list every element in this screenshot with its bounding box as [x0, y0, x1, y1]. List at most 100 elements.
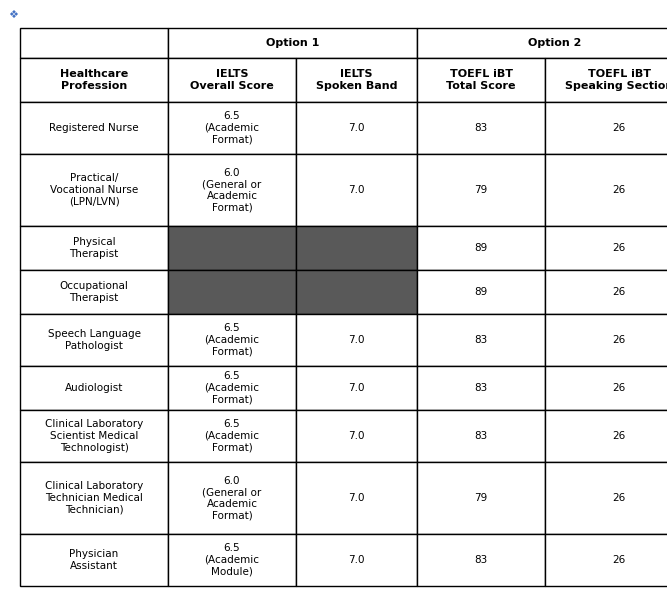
Text: 26: 26 — [612, 287, 626, 297]
Text: Option 2: Option 2 — [528, 38, 582, 48]
Text: 6.5
(Academic
Format): 6.5 (Academic Format) — [205, 112, 259, 144]
Text: 7.0: 7.0 — [348, 383, 365, 393]
Text: 26: 26 — [612, 185, 626, 195]
Bar — [168, 28, 417, 58]
Bar — [296, 102, 417, 154]
Bar — [417, 410, 545, 462]
Bar — [20, 58, 168, 102]
Text: 7.0: 7.0 — [348, 431, 365, 441]
Bar — [417, 226, 545, 270]
Bar — [417, 58, 545, 102]
Text: 79: 79 — [474, 493, 488, 503]
Bar — [20, 102, 168, 154]
Text: Audiologist: Audiologist — [65, 383, 123, 393]
Bar — [545, 534, 667, 586]
Text: TOEFL iBT
Speaking Section: TOEFL iBT Speaking Section — [565, 69, 667, 91]
Bar — [168, 534, 296, 586]
Bar — [168, 154, 296, 226]
Text: Healthcare
Profession: Healthcare Profession — [60, 69, 128, 91]
Bar — [168, 410, 296, 462]
Text: 89: 89 — [474, 287, 488, 297]
Text: Occupational
Therapist: Occupational Therapist — [59, 281, 129, 303]
Bar — [417, 314, 545, 366]
Text: Physician
Assistant: Physician Assistant — [69, 549, 119, 571]
Text: 83: 83 — [474, 555, 488, 565]
Text: 26: 26 — [612, 243, 626, 253]
Text: 6.0
(General or
Academic
Format): 6.0 (General or Academic Format) — [202, 168, 261, 212]
Text: 6.0
(General or
Academic
Format): 6.0 (General or Academic Format) — [202, 476, 261, 520]
Bar — [417, 534, 545, 586]
Bar — [20, 462, 168, 534]
Bar — [417, 462, 545, 534]
Bar — [20, 28, 168, 58]
Text: 6.5
(Academic
Format): 6.5 (Academic Format) — [205, 371, 259, 405]
Bar — [296, 270, 417, 314]
Text: Clinical Laboratory
Scientist Medical
Technologist): Clinical Laboratory Scientist Medical Te… — [45, 419, 143, 453]
Text: Clinical Laboratory
Technician Medical
Technician): Clinical Laboratory Technician Medical T… — [45, 481, 143, 515]
Text: IELTS
Overall Score: IELTS Overall Score — [190, 69, 274, 91]
Bar — [20, 314, 168, 366]
Text: Registered Nurse: Registered Nurse — [49, 123, 139, 133]
Bar — [545, 102, 667, 154]
Text: Practical/
Vocational Nurse
(LPN/LVN): Practical/ Vocational Nurse (LPN/LVN) — [50, 174, 138, 206]
Bar — [545, 270, 667, 314]
Bar — [417, 102, 545, 154]
Bar — [20, 366, 168, 410]
Bar — [168, 462, 296, 534]
Text: 26: 26 — [612, 123, 626, 133]
Bar — [545, 226, 667, 270]
Bar — [168, 270, 296, 314]
Text: ❖: ❖ — [8, 10, 18, 20]
Text: 6.5
(Academic
Module): 6.5 (Academic Module) — [205, 543, 259, 577]
Text: 83: 83 — [474, 431, 488, 441]
Bar — [296, 58, 417, 102]
Text: Option 1: Option 1 — [266, 38, 319, 48]
Text: 6.5
(Academic
Format): 6.5 (Academic Format) — [205, 324, 259, 356]
Text: 89: 89 — [474, 243, 488, 253]
Text: 26: 26 — [612, 383, 626, 393]
Bar — [20, 154, 168, 226]
Text: IELTS
Spoken Band: IELTS Spoken Band — [315, 69, 398, 91]
Text: TOEFL iBT
Total Score: TOEFL iBT Total Score — [446, 69, 516, 91]
Bar — [296, 154, 417, 226]
Text: 26: 26 — [612, 431, 626, 441]
Text: 83: 83 — [474, 335, 488, 345]
Text: 26: 26 — [612, 555, 626, 565]
Bar — [168, 102, 296, 154]
Text: 83: 83 — [474, 383, 488, 393]
Bar — [417, 366, 545, 410]
Bar — [20, 226, 168, 270]
Text: 79: 79 — [474, 185, 488, 195]
Bar — [168, 314, 296, 366]
Text: 7.0: 7.0 — [348, 493, 365, 503]
Bar — [296, 534, 417, 586]
Text: 83: 83 — [474, 123, 488, 133]
Text: Speech Language
Pathologist: Speech Language Pathologist — [47, 329, 141, 351]
Bar — [545, 154, 667, 226]
Bar — [417, 28, 667, 58]
Bar — [296, 226, 417, 270]
Text: 26: 26 — [612, 335, 626, 345]
Text: 6.5
(Academic
Format): 6.5 (Academic Format) — [205, 419, 259, 453]
Bar — [417, 154, 545, 226]
Bar — [296, 410, 417, 462]
Bar — [545, 462, 667, 534]
Bar — [20, 270, 168, 314]
Text: 7.0: 7.0 — [348, 335, 365, 345]
Bar — [168, 366, 296, 410]
Text: Physical
Therapist: Physical Therapist — [69, 237, 119, 259]
Bar — [545, 314, 667, 366]
Bar — [20, 534, 168, 586]
Bar — [296, 462, 417, 534]
Bar — [545, 410, 667, 462]
Bar — [168, 226, 296, 270]
Bar — [168, 58, 296, 102]
Text: 7.0: 7.0 — [348, 185, 365, 195]
Bar — [417, 270, 545, 314]
Bar — [545, 366, 667, 410]
Bar — [296, 366, 417, 410]
Text: 26: 26 — [612, 493, 626, 503]
Text: 7.0: 7.0 — [348, 123, 365, 133]
Bar — [545, 58, 667, 102]
Bar — [20, 410, 168, 462]
